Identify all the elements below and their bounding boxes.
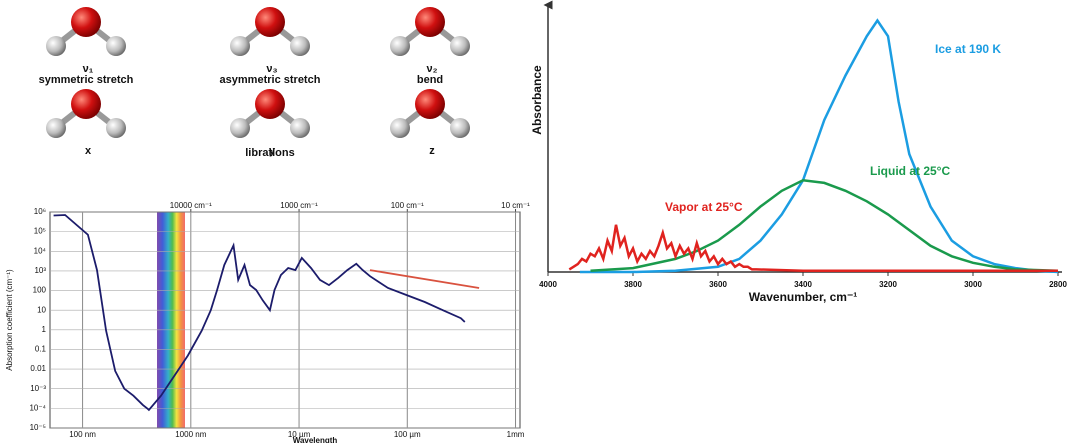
hydrogen <box>230 36 250 56</box>
y-tick-label: 1 <box>42 325 47 334</box>
y-tick-label: 10⁵ <box>34 227 46 236</box>
y-tick-label: 10⁶ <box>34 207 46 216</box>
molecules <box>46 7 470 138</box>
oxygen <box>71 7 101 37</box>
x-axis-label: Wavenumber, cm⁻¹ <box>749 290 858 304</box>
oxygen <box>255 7 285 37</box>
y-tick-label: 0.1 <box>35 345 47 354</box>
mode-label: symmetric stretch <box>39 74 134 86</box>
oxygen <box>415 89 445 119</box>
hydrogen <box>106 36 126 56</box>
series-line <box>53 214 466 412</box>
hydrogen <box>46 118 66 138</box>
x-tick-label: 100 nm <box>69 430 96 439</box>
plot-frame <box>49 211 521 429</box>
series-label: Ice at 190 K <box>935 42 1001 56</box>
x-axis-label: Wavelength <box>293 436 338 443</box>
x-tick-label: 2800 <box>1049 280 1067 289</box>
x2-tick-label: 10000 cm⁻¹ <box>170 201 212 210</box>
mode-label: bend <box>417 74 443 86</box>
x-tick-label: 3400 <box>794 280 812 289</box>
x-tick-label: 10 µm <box>288 430 311 439</box>
y-tick-label: 10⁻³ <box>30 384 46 393</box>
y-tick-label: 10 <box>37 305 46 314</box>
mode-symbol: ν₂ <box>426 63 437 75</box>
mode-symbol: y <box>269 145 276 157</box>
hydrogen <box>230 118 250 138</box>
mode-symbol: ν₃ <box>266 63 277 75</box>
mode-symbol: ν₁ <box>83 63 94 75</box>
caption: librations <box>245 147 295 159</box>
y-tick-label: 10⁴ <box>34 246 47 255</box>
oxygen <box>255 89 285 119</box>
hydrogen <box>450 118 470 138</box>
series-line <box>590 179 1059 272</box>
hydrogen <box>106 118 126 138</box>
series-label: Liquid at 25°C <box>870 164 950 178</box>
y-tick-label: 10⁻⁴ <box>29 403 46 412</box>
hydrogen <box>390 36 410 56</box>
hydrogen <box>290 36 310 56</box>
series-line <box>369 269 480 289</box>
series-line <box>579 18 1059 274</box>
x-tick-label: 1000 nm <box>175 430 206 439</box>
x-tick-label: 4000 <box>539 280 557 289</box>
hydrogen <box>46 36 66 56</box>
y-tick-label: 10³ <box>34 266 46 275</box>
y-tick-label: 0.01 <box>30 364 46 373</box>
y-tick-label: 10⁻⁵ <box>30 423 46 432</box>
y-axis-label: Absorbance <box>530 65 544 135</box>
x2-tick-label: 100 cm⁻¹ <box>391 201 424 210</box>
hydrogen <box>390 118 410 138</box>
x2-tick-label: 1000 cm⁻¹ <box>280 201 318 210</box>
series-label: Vapor at 25°C <box>665 200 743 214</box>
x2-tick-label: 10 cm⁻¹ <box>501 201 530 210</box>
mode-symbol: x <box>85 145 92 157</box>
visible-band <box>157 212 185 428</box>
y-axis-label: Absorption coefficient (cm⁻¹) <box>5 269 14 371</box>
hydrogen <box>290 118 310 138</box>
x-tick-label: 3600 <box>709 280 727 289</box>
mode-symbol: z <box>429 145 435 157</box>
x-tick-label: 3800 <box>624 280 642 289</box>
hydrogen <box>450 36 470 56</box>
x-tick-label: 1mm <box>507 430 525 439</box>
oxygen <box>71 89 101 119</box>
x-tick-label: 3200 <box>879 280 897 289</box>
x-tick-label: 3000 <box>964 280 982 289</box>
series-line <box>568 224 1058 272</box>
mode-label: asymmetric stretch <box>220 74 321 86</box>
oxygen <box>415 7 445 37</box>
x-tick-label: 100 µm <box>394 430 421 439</box>
y-tick-label: 100 <box>33 286 47 295</box>
